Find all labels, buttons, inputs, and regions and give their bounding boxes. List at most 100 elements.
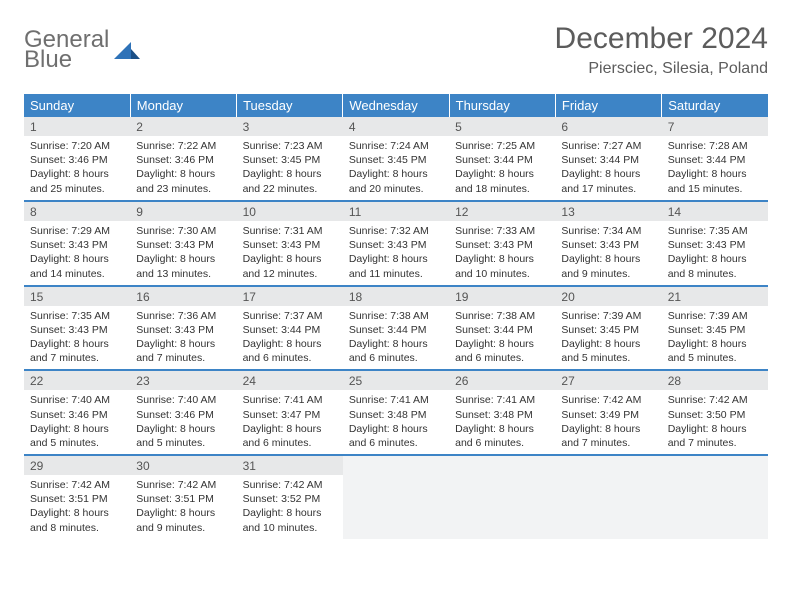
- weekday-header: Wednesday: [343, 94, 449, 117]
- day-number: 16: [130, 287, 236, 306]
- day-details: Sunrise: 7:35 AMSunset: 3:43 PMDaylight:…: [24, 306, 130, 370]
- day-details: Sunrise: 7:42 AMSunset: 3:52 PMDaylight:…: [237, 475, 343, 539]
- day-number: 31: [237, 456, 343, 475]
- day-details: Sunrise: 7:37 AMSunset: 3:44 PMDaylight:…: [237, 306, 343, 370]
- calendar-cell: 22Sunrise: 7:40 AMSunset: 3:46 PMDayligh…: [24, 370, 130, 455]
- day-details: Sunrise: 7:34 AMSunset: 3:43 PMDaylight:…: [555, 221, 661, 285]
- day-details: Sunrise: 7:39 AMSunset: 3:45 PMDaylight:…: [662, 306, 768, 370]
- day-number: 27: [555, 371, 661, 390]
- calendar-cell: 23Sunrise: 7:40 AMSunset: 3:46 PMDayligh…: [130, 370, 236, 455]
- month-title: December 2024: [555, 22, 768, 56]
- day-number: 12: [449, 202, 555, 221]
- day-details: Sunrise: 7:40 AMSunset: 3:46 PMDaylight:…: [130, 390, 236, 454]
- day-details: Sunrise: 7:29 AMSunset: 3:43 PMDaylight:…: [24, 221, 130, 285]
- day-details: Sunrise: 7:33 AMSunset: 3:43 PMDaylight:…: [449, 221, 555, 285]
- day-details: Sunrise: 7:22 AMSunset: 3:46 PMDaylight:…: [130, 136, 236, 200]
- day-number: 13: [555, 202, 661, 221]
- calendar-cell: 3Sunrise: 7:23 AMSunset: 3:45 PMDaylight…: [237, 117, 343, 201]
- day-details: Sunrise: 7:38 AMSunset: 3:44 PMDaylight:…: [449, 306, 555, 370]
- calendar-cell: 5Sunrise: 7:25 AMSunset: 3:44 PMDaylight…: [449, 117, 555, 201]
- day-number: 17: [237, 287, 343, 306]
- header-row: General Blue December 2024 Piersciec, Si…: [24, 22, 768, 78]
- day-details: Sunrise: 7:20 AMSunset: 3:46 PMDaylight:…: [24, 136, 130, 200]
- calendar-cell: 7Sunrise: 7:28 AMSunset: 3:44 PMDaylight…: [662, 117, 768, 201]
- weekday-header: Friday: [555, 94, 661, 117]
- day-number: 2: [130, 117, 236, 136]
- calendar-cell: 17Sunrise: 7:37 AMSunset: 3:44 PMDayligh…: [237, 286, 343, 371]
- day-number: 18: [343, 287, 449, 306]
- calendar-cell: 31Sunrise: 7:42 AMSunset: 3:52 PMDayligh…: [237, 455, 343, 539]
- day-number: 28: [662, 371, 768, 390]
- day-details: Sunrise: 7:28 AMSunset: 3:44 PMDaylight:…: [662, 136, 768, 200]
- calendar-cell: [449, 455, 555, 539]
- day-details: Sunrise: 7:25 AMSunset: 3:44 PMDaylight:…: [449, 136, 555, 200]
- day-details: Sunrise: 7:42 AMSunset: 3:49 PMDaylight:…: [555, 390, 661, 454]
- day-number: 7: [662, 117, 768, 136]
- day-details: Sunrise: 7:27 AMSunset: 3:44 PMDaylight:…: [555, 136, 661, 200]
- calendar-cell: 18Sunrise: 7:38 AMSunset: 3:44 PMDayligh…: [343, 286, 449, 371]
- day-number: 6: [555, 117, 661, 136]
- day-details: Sunrise: 7:41 AMSunset: 3:47 PMDaylight:…: [237, 390, 343, 454]
- calendar-cell: 2Sunrise: 7:22 AMSunset: 3:46 PMDaylight…: [130, 117, 236, 201]
- calendar-page: General Blue December 2024 Piersciec, Si…: [0, 0, 792, 539]
- day-number: 11: [343, 202, 449, 221]
- calendar-cell: 28Sunrise: 7:42 AMSunset: 3:50 PMDayligh…: [662, 370, 768, 455]
- calendar-row: 15Sunrise: 7:35 AMSunset: 3:43 PMDayligh…: [24, 286, 768, 371]
- day-details: Sunrise: 7:42 AMSunset: 3:50 PMDaylight:…: [662, 390, 768, 454]
- weekday-header: Sunday: [24, 94, 130, 117]
- day-number: 10: [237, 202, 343, 221]
- day-details: Sunrise: 7:42 AMSunset: 3:51 PMDaylight:…: [130, 475, 236, 539]
- day-number: 24: [237, 371, 343, 390]
- calendar-cell: 11Sunrise: 7:32 AMSunset: 3:43 PMDayligh…: [343, 201, 449, 286]
- day-number: 26: [449, 371, 555, 390]
- calendar-cell: 30Sunrise: 7:42 AMSunset: 3:51 PMDayligh…: [130, 455, 236, 539]
- calendar-cell: 8Sunrise: 7:29 AMSunset: 3:43 PMDaylight…: [24, 201, 130, 286]
- day-details: Sunrise: 7:40 AMSunset: 3:46 PMDaylight:…: [24, 390, 130, 454]
- calendar-row: 8Sunrise: 7:29 AMSunset: 3:43 PMDaylight…: [24, 201, 768, 286]
- calendar-cell: [662, 455, 768, 539]
- calendar-cell: 26Sunrise: 7:41 AMSunset: 3:48 PMDayligh…: [449, 370, 555, 455]
- day-details: Sunrise: 7:41 AMSunset: 3:48 PMDaylight:…: [449, 390, 555, 454]
- triangle-icon: [114, 37, 140, 64]
- calendar-cell: 13Sunrise: 7:34 AMSunset: 3:43 PMDayligh…: [555, 201, 661, 286]
- calendar-header: SundayMondayTuesdayWednesdayThursdayFrid…: [24, 94, 768, 117]
- calendar-cell: 20Sunrise: 7:39 AMSunset: 3:45 PMDayligh…: [555, 286, 661, 371]
- calendar-cell: 10Sunrise: 7:31 AMSunset: 3:43 PMDayligh…: [237, 201, 343, 286]
- logo: General Blue: [24, 28, 140, 72]
- day-number: 25: [343, 371, 449, 390]
- day-details: Sunrise: 7:38 AMSunset: 3:44 PMDaylight:…: [343, 306, 449, 370]
- day-number: 8: [24, 202, 130, 221]
- calendar-cell: 25Sunrise: 7:41 AMSunset: 3:48 PMDayligh…: [343, 370, 449, 455]
- day-number: 3: [237, 117, 343, 136]
- calendar-cell: 19Sunrise: 7:38 AMSunset: 3:44 PMDayligh…: [449, 286, 555, 371]
- calendar-cell: 1Sunrise: 7:20 AMSunset: 3:46 PMDaylight…: [24, 117, 130, 201]
- day-number: 14: [662, 202, 768, 221]
- day-number: 1: [24, 117, 130, 136]
- day-number: 22: [24, 371, 130, 390]
- calendar-cell: 12Sunrise: 7:33 AMSunset: 3:43 PMDayligh…: [449, 201, 555, 286]
- weekday-header: Thursday: [449, 94, 555, 117]
- calendar-cell: 9Sunrise: 7:30 AMSunset: 3:43 PMDaylight…: [130, 201, 236, 286]
- weekday-header: Saturday: [662, 94, 768, 117]
- calendar-cell: [343, 455, 449, 539]
- day-details: Sunrise: 7:42 AMSunset: 3:51 PMDaylight:…: [24, 475, 130, 539]
- weekday-header: Tuesday: [237, 94, 343, 117]
- calendar-row: 1Sunrise: 7:20 AMSunset: 3:46 PMDaylight…: [24, 117, 768, 201]
- day-number: 30: [130, 456, 236, 475]
- calendar-cell: 27Sunrise: 7:42 AMSunset: 3:49 PMDayligh…: [555, 370, 661, 455]
- calendar-cell: 15Sunrise: 7:35 AMSunset: 3:43 PMDayligh…: [24, 286, 130, 371]
- day-number: 21: [662, 287, 768, 306]
- day-details: Sunrise: 7:39 AMSunset: 3:45 PMDaylight:…: [555, 306, 661, 370]
- day-details: Sunrise: 7:31 AMSunset: 3:43 PMDaylight:…: [237, 221, 343, 285]
- day-number: 15: [24, 287, 130, 306]
- weekday-header: Monday: [130, 94, 236, 117]
- location-label: Piersciec, Silesia, Poland: [555, 60, 768, 78]
- title-block: December 2024 Piersciec, Silesia, Poland: [555, 22, 768, 78]
- day-number: 5: [449, 117, 555, 136]
- day-number: 9: [130, 202, 236, 221]
- calendar-cell: 29Sunrise: 7:42 AMSunset: 3:51 PMDayligh…: [24, 455, 130, 539]
- calendar-cell: 16Sunrise: 7:36 AMSunset: 3:43 PMDayligh…: [130, 286, 236, 371]
- day-details: Sunrise: 7:41 AMSunset: 3:48 PMDaylight:…: [343, 390, 449, 454]
- day-details: Sunrise: 7:23 AMSunset: 3:45 PMDaylight:…: [237, 136, 343, 200]
- day-details: Sunrise: 7:35 AMSunset: 3:43 PMDaylight:…: [662, 221, 768, 285]
